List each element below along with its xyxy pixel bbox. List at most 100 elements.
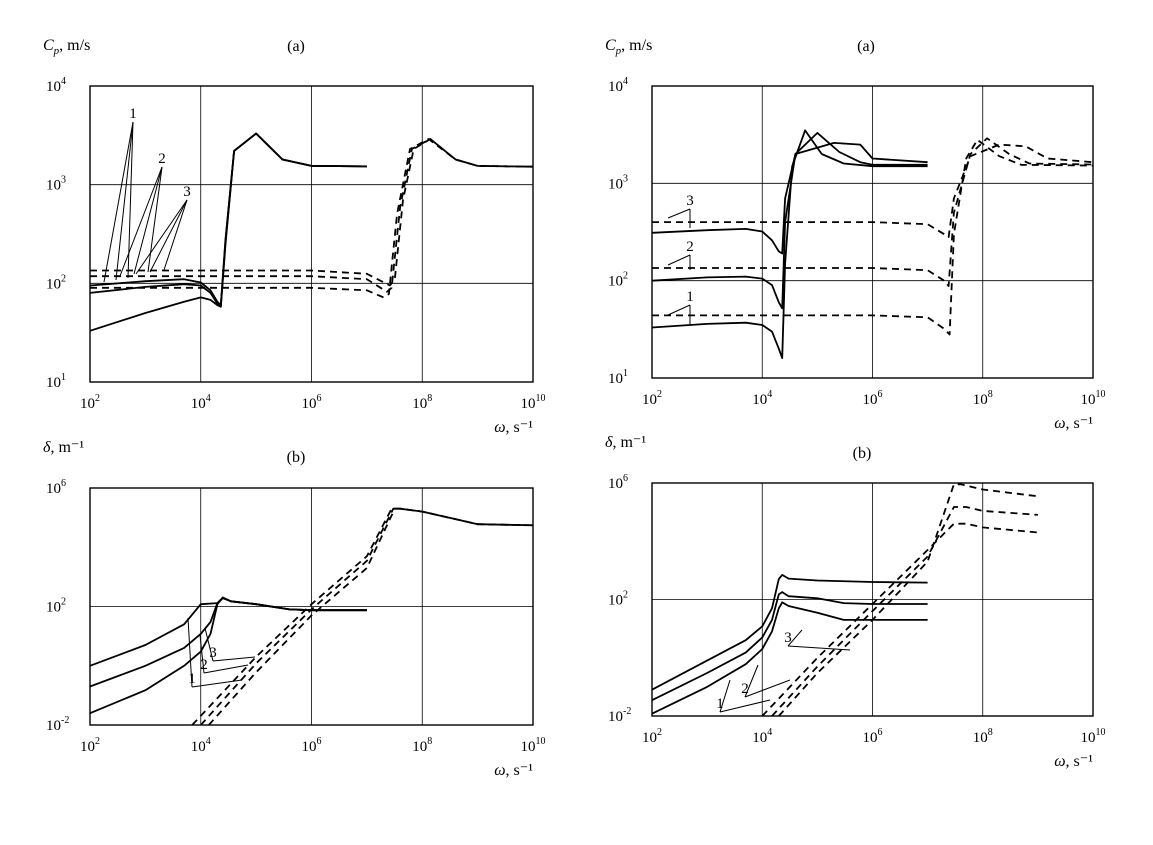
y-tick-label: 106 [46,478,66,497]
series-line-4 [761,522,1038,717]
leader-line [744,679,791,698]
leader-line [133,166,163,275]
y-tick-label: 103 [608,173,628,192]
x-axis-label: ω, s⁻¹ [494,762,533,779]
panel-title: (b) [853,445,872,462]
leader-line [787,645,851,651]
y-tick-label: 106 [608,473,628,492]
y-tick-label: 10-2 [608,706,631,725]
x-tick-label: 106 [302,393,322,412]
series-line-5 [771,506,1038,717]
leader-line [787,629,803,647]
leader-line [147,166,163,273]
plot-frame [89,487,534,726]
x-axis-label: ω, s⁻¹ [1054,753,1093,770]
x-tick-label: 1010 [521,736,546,755]
chart-panel-3: 102 104 106 108 1010 10-2 102 106 (b) δ, m⁻¹ ω, s⁻… [43,439,546,779]
curve-label: 3 [784,630,792,646]
series-line-5 [652,137,1094,287]
leader-line [203,664,249,674]
plot-frame [89,85,534,383]
series-line-1 [651,601,928,715]
chart-panel-1: 102 104 106 108 1010 101 102 103 104 (a) Cp, m/s ω,… [43,37,546,436]
series-line-5 [200,507,534,726]
x-tick-label: 102 [642,389,662,408]
y-tick-label: 104 [608,76,628,95]
series-line-3 [651,574,928,691]
x-axis-label: ω, s⁻¹ [1054,415,1093,432]
x-tick-label: 102 [80,393,100,412]
x-tick-label: 102 [80,736,100,755]
y-tick-label: 102 [608,590,628,609]
series-line-3 [89,132,367,307]
y-axis-label: δ, m⁻¹ [605,434,646,451]
leader-line [191,679,243,688]
curve-label: 3 [686,193,694,209]
series-line-6 [208,507,534,726]
y-tick-label: 101 [608,368,628,387]
x-tick-label: 104 [752,389,772,408]
chart-panel-2: 102 104 106 108 1010 101 102 103 104 (a) Cp, m/s ω,… [605,37,1106,432]
x-tick-label: 106 [863,727,883,746]
leader-line [119,166,163,277]
curve-label: 1 [129,106,137,122]
curve-label: 2 [741,681,749,697]
chart-panel-4: 102 104 106 108 1010 10-2 102 106 (b) δ, m⁻¹ ω, s⁻… [605,434,1106,770]
leader-line [667,208,691,219]
curve-label: 1 [686,289,694,305]
x-tick-label: 1010 [1081,727,1106,746]
leader-line [719,679,731,713]
y-axis-label: Cp, m/s [43,37,90,57]
leader-line [149,199,188,273]
y-axis-label: Cp, m/s [605,37,652,57]
y-tick-label: 10-2 [46,715,69,734]
leader-line [135,199,188,275]
leader-line [212,656,256,662]
curve-label: 2 [686,239,694,255]
x-tick-label: 108 [973,727,993,746]
panel-title: (b) [287,449,306,466]
x-tick-label: 104 [752,727,772,746]
x-tick-label: 108 [973,389,993,408]
panel-title: (a) [287,38,305,55]
leader-line [719,699,771,713]
x-tick-label: 104 [191,736,211,755]
series-line-2 [651,132,928,310]
plot-frame [651,482,1094,717]
leader-line [163,199,188,271]
series-line-3 [651,142,928,255]
y-tick-label: 102 [46,597,66,616]
y-axis-label: δ, m⁻¹ [43,439,84,456]
y-tick-label: 102 [608,271,628,290]
leader-line [115,121,134,281]
series-line-2 [651,591,928,702]
y-tick-label: 104 [46,76,66,95]
y-tick-label: 102 [46,273,66,292]
y-tick-label: 103 [46,175,66,194]
x-tick-label: 106 [863,389,883,408]
series-line-6 [778,483,1039,717]
curve-label: 3 [209,645,217,661]
x-tick-label: 102 [642,727,662,746]
leader-line [199,634,205,674]
leader-line [667,254,691,266]
curve-label: 2 [158,151,166,167]
x-axis-label: ω, s⁻¹ [494,419,533,436]
series-line-3 [89,597,367,667]
curve-label: 2 [200,657,208,673]
series-line-1 [651,129,928,359]
x-tick-label: 1010 [1081,389,1106,408]
curve-label: 1 [716,696,724,712]
y-tick-label: 101 [46,372,66,391]
leader-line [667,304,691,316]
x-tick-label: 104 [191,393,211,412]
curve-label: 3 [183,184,191,200]
x-tick-label: 108 [412,736,432,755]
x-tick-label: 106 [302,736,322,755]
x-tick-label: 108 [412,393,432,412]
series-line-6 [90,138,534,287]
series-line-5 [90,138,534,293]
series-line-1 [89,596,367,715]
x-tick-label: 1010 [521,393,546,412]
